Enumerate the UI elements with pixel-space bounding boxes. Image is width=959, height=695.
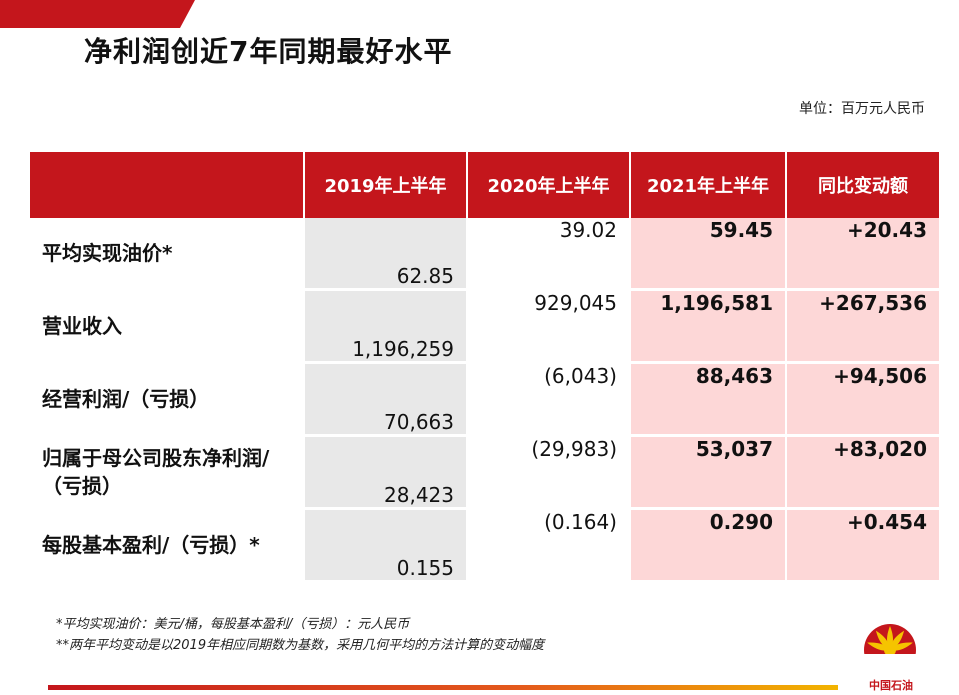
cell-2020: 929,045 [468,291,631,364]
cell-2019: 62.85 [305,218,468,291]
petrochina-logo-icon [864,624,916,678]
header-2019: 2019年上半年 [305,152,468,218]
cell-change: +0.454 [787,510,939,583]
cell-2019: 0.155 [305,510,468,583]
footnotes: *平均实现油价：美元/桶，每股基本盈利/（亏损）：元人民币 **两年平均变动是以… [56,614,544,656]
table-row: 归属于母公司股东净利润/（亏损） 28,423 (29,983) 53,037 … [30,437,939,510]
row-label: 归属于母公司股东净利润/（亏损） [30,437,305,510]
row-label: 经营利润/（亏损） [30,364,305,437]
cell-change: +94,506 [787,364,939,437]
cell-2019: 28,423 [305,437,468,510]
header-label-corner [30,152,305,218]
table-header-row: 2019年上半年 2020年上半年 2021年上半年 同比变动额 [30,152,939,218]
cell-change: +20.43 [787,218,939,291]
row-label: 平均实现油价* [30,218,305,291]
table-row: 平均实现油价* 62.85 39.02 59.45 +20.43 [30,218,939,291]
cell-2019: 1,196,259 [305,291,468,364]
cell-2021: 88,463 [631,364,787,437]
cell-2020: (29,983) [468,437,631,510]
footnote-price-unit: *平均实现油价：美元/桶，每股基本盈利/（亏损）：元人民币 [56,617,410,632]
footnote-two-year-change: **两年平均变动是以2019年相应同期数为基数，采用几何平均的方法计算的变动幅度 [56,638,545,653]
header-2021: 2021年上半年 [631,152,787,218]
table-row: 每股基本盈利/（亏损）* 0.155 (0.164) 0.290 +0.454 [30,510,939,583]
cell-2020: (6,043) [468,364,631,437]
unit-note: 单位：百万元人民币 [799,101,925,117]
cell-2020: 39.02 [468,218,631,291]
cell-2021: 0.290 [631,510,787,583]
cell-2021: 53,037 [631,437,787,510]
cell-2019: 70,663 [305,364,468,437]
cell-2021: 59.45 [631,218,787,291]
financial-table: 2019年上半年 2020年上半年 2021年上半年 同比变动额 平均实现油价*… [30,152,939,583]
table-row: 经营利润/（亏损） 70,663 (6,043) 88,463 +94,506 [30,364,939,437]
logo-text: 中国石油 [869,679,913,692]
cell-change: +267,536 [787,291,939,364]
table-row: 营业收入 1,196,259 929,045 1,196,581 +267,53… [30,291,939,364]
top-banner [0,0,195,28]
cell-change: +83,020 [787,437,939,510]
bottom-gradient-line [48,685,838,690]
row-label: 每股基本盈利/（亏损）* [30,510,305,583]
header-2020: 2020年上半年 [468,152,631,218]
row-label: 营业收入 [30,291,305,364]
cell-2021: 1,196,581 [631,291,787,364]
page-title: 净利润创近7年同期最好水平 [84,35,453,68]
header-yoy-change: 同比变动额 [787,152,939,218]
cell-2020: (0.164) [468,510,631,583]
